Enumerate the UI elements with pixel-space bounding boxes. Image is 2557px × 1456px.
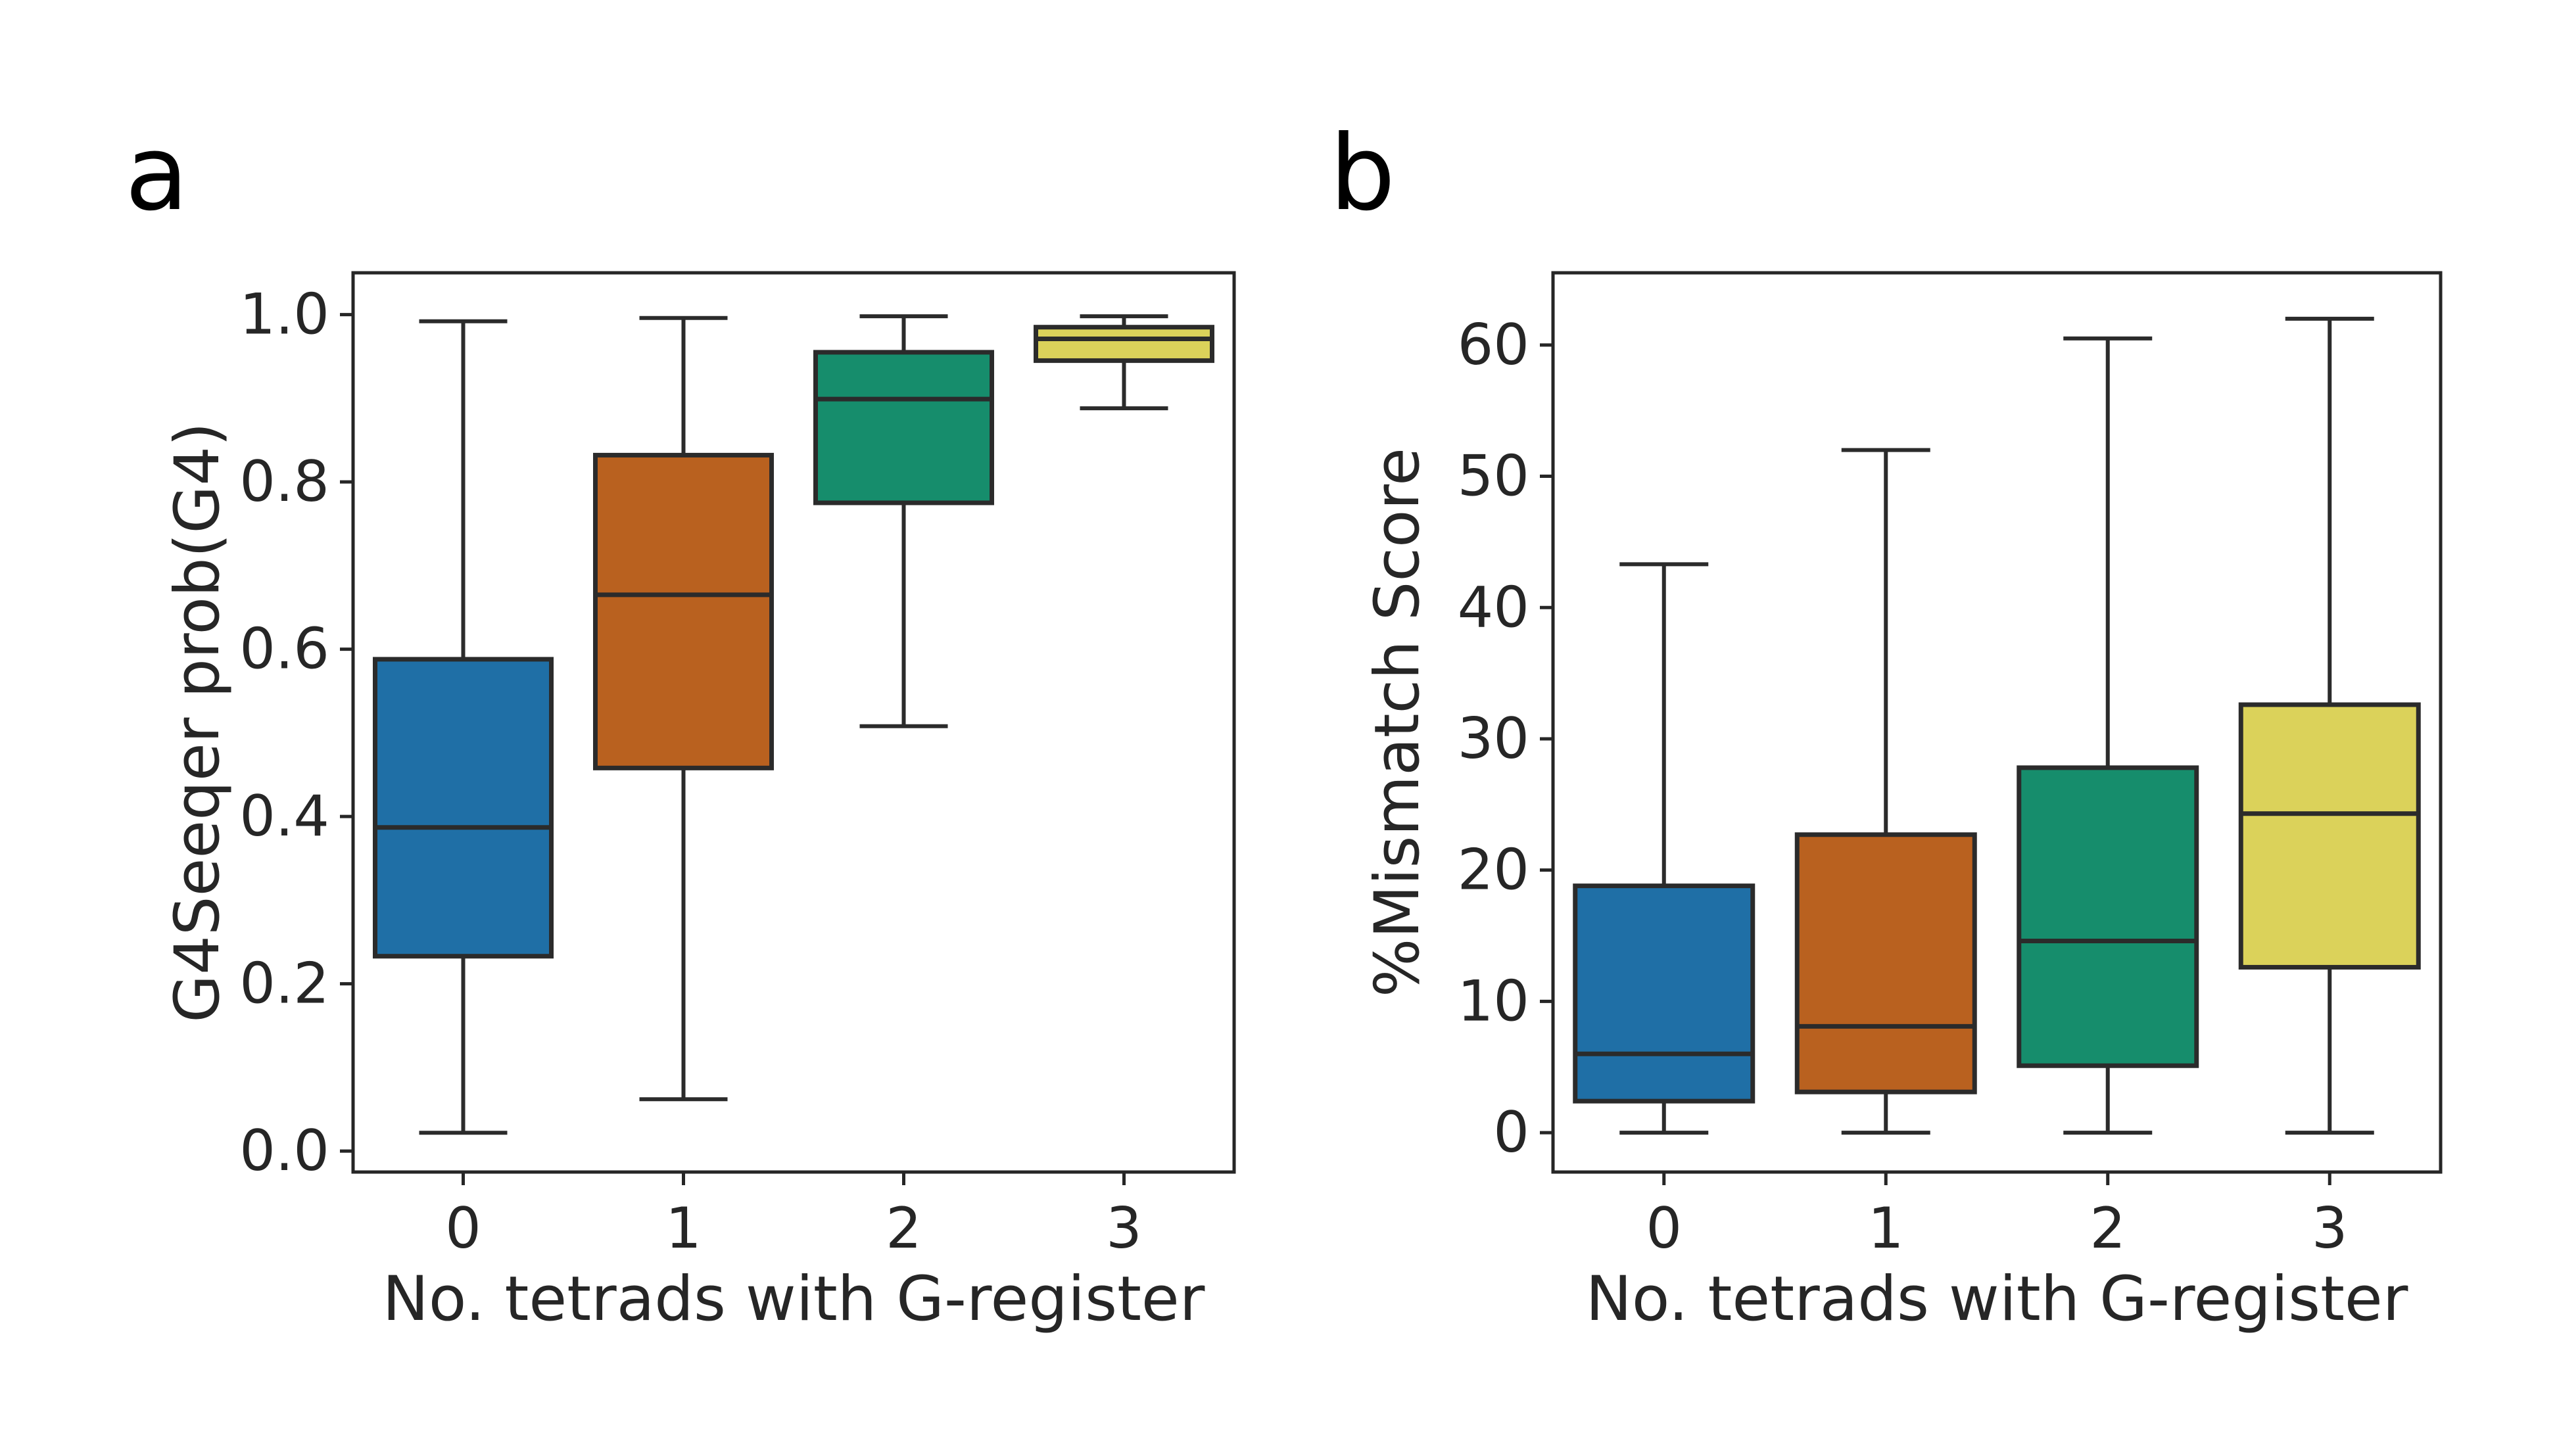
y-tick-label: 0.6 (239, 617, 329, 682)
panel-a-box-0 (373, 319, 554, 1135)
x-tick-label: 2 (2090, 1196, 2126, 1261)
panel-b-chart: 0 10 20 30 40 50 60 0 1 2 3No. tetrads with G-regi… (1362, 271, 2443, 1335)
iqr-box (1794, 832, 1977, 1094)
panel-b-letter: b (1329, 113, 1395, 234)
y-tick-label: 0 (1493, 1100, 1529, 1165)
iqr-box (813, 350, 994, 505)
y-tick-label: 50 (1458, 444, 1529, 509)
y-tick-label: 0.8 (239, 449, 329, 515)
iqr-box (1573, 883, 1756, 1104)
iqr-box (593, 452, 774, 770)
panel-b-box-0 (1573, 562, 1756, 1135)
iqr-box (2017, 765, 2199, 1068)
panel-b-box-3 (2238, 316, 2421, 1135)
iqr-box (1034, 325, 1214, 364)
x-tick-label: 1 (665, 1196, 702, 1261)
panel-a-letter: a (125, 113, 189, 234)
iqr-box (373, 657, 554, 959)
y-tick-label: 60 (1458, 312, 1529, 378)
y-tick-label: 10 (1458, 968, 1529, 1034)
panel-a-box-2 (813, 314, 994, 728)
panel-b-x-axis-label: No. tetrads with G-register (1586, 1263, 2408, 1335)
x-tick-label: 1 (1868, 1196, 1904, 1261)
y-tick-label: 20 (1458, 837, 1529, 903)
panel-a-chart: 0.0 0.2 0.4 0.6 0.8 1.0 0 1 2 3No. tetrads with G… (162, 271, 1236, 1335)
y-tick-label: 0.2 (239, 951, 329, 1017)
iqr-box (2238, 702, 2421, 970)
x-tick-label: 3 (2312, 1196, 2348, 1261)
panel-a-box-3 (1034, 314, 1214, 411)
panel-b-frame (1551, 271, 2443, 1174)
panel-a-x-axis-label: No. tetrads with G-register (383, 1263, 1205, 1335)
panel-b-box-1 (1794, 448, 1977, 1135)
x-tick-label: 3 (1106, 1196, 1142, 1261)
x-tick-label: 2 (886, 1196, 922, 1261)
panel-b-y-axis-label: %Mismatch Score (1362, 448, 1433, 997)
panel-a-frame (351, 271, 1236, 1174)
panel-a-y-axis-label: G4Seeqer prob(G4) (162, 422, 233, 1022)
y-tick-label: 0.0 (239, 1118, 329, 1184)
y-tick-label: 40 (1458, 575, 1529, 640)
y-tick-label: 0.4 (239, 784, 329, 849)
panel-a-box-1 (593, 316, 774, 1102)
y-tick-label: 1.0 (239, 282, 329, 348)
x-tick-label: 0 (445, 1196, 481, 1261)
x-tick-label: 0 (1646, 1196, 1682, 1261)
panel-b-box-2 (2017, 336, 2199, 1135)
y-tick-label: 30 (1458, 706, 1529, 772)
